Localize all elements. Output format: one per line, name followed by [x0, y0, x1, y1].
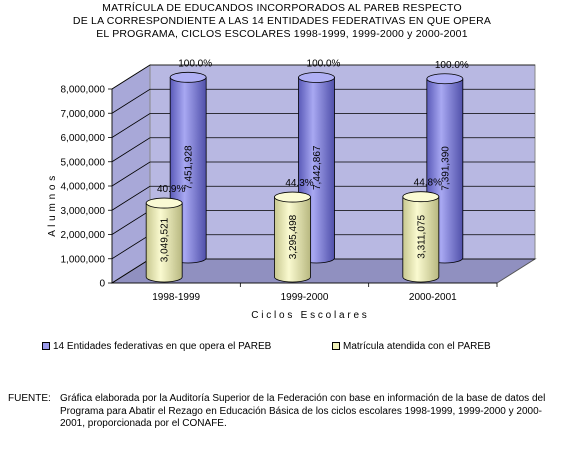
- bar-percent-label: 44.3%: [285, 178, 313, 189]
- y-tick-label: 6,000,000: [61, 133, 106, 144]
- x-axis-ticks: 1998-1999 1999-2000 2000-2001: [152, 283, 498, 303]
- y-tick-label: 8,000,000: [61, 85, 106, 96]
- gridline: [111, 64, 535, 90]
- bar-top: [145, 197, 183, 209]
- bar-value-label: 7,442,867: [312, 145, 323, 190]
- gridline: [111, 137, 535, 163]
- bar-value-label: 3,311,075: [416, 215, 427, 259]
- bar-top: [298, 72, 335, 83]
- legend-label-series-1: 14 Entidades federativas en que opera el…: [53, 341, 272, 352]
- bar-value-label: 3,049,521: [160, 217, 171, 262]
- bar-top: [426, 73, 464, 85]
- bar-body: [402, 196, 440, 283]
- bar-percent-label: 44.8%: [414, 178, 442, 189]
- gridline: [111, 113, 535, 138]
- x-tick-label: 1999-2000: [281, 292, 329, 303]
- y-tick-label: 3,000,000: [61, 206, 106, 217]
- bar-top: [274, 191, 311, 203]
- y-axis-label: A l u m n o s: [47, 175, 58, 237]
- bar: [145, 197, 183, 283]
- y-tick-label: 7,000,000: [61, 109, 106, 120]
- bar-percent-label: 100.0%: [307, 59, 341, 70]
- bar-body: [145, 202, 183, 283]
- gridline: [111, 88, 535, 114]
- legend-item-series-1: 14 Entidades federativas en que opera el…: [42, 341, 271, 352]
- bar-top: [169, 71, 207, 83]
- source-label: FUENTE:: [8, 393, 51, 404]
- bar-percent-label: 100.0%: [178, 58, 212, 69]
- x-tick-label: 2000-2001: [409, 292, 457, 303]
- chart-title-line-2: DE LA CORRESPONDIENTE A LAS 14 ENTIDADES…: [72, 15, 492, 27]
- y-tick-label: 0: [99, 279, 105, 290]
- legend-item-series-2: Matrícula atendida con el PAREB: [332, 341, 491, 352]
- legend-swatch-series-1: [42, 342, 50, 351]
- y-tick-label: 4,000,000: [61, 182, 106, 193]
- chart-title-line-3: EL PROGRAMA, CICLOS ESCOLARES 1998-1999,…: [96, 28, 468, 40]
- legend-swatch-series-2: [332, 342, 340, 351]
- y-axis-ticks: 0 1,000,000 2,000,000 3,000,000 4,000,000 5,0…: [61, 85, 497, 290]
- x-tick-label: 1998-1999: [152, 292, 200, 303]
- chart-title-line-1: MATRÍCULA DE EDUCANDOS INCORPORADOS AL P…: [102, 2, 462, 14]
- data-labels: 7,451,928 100.0% 3,049,521 40.9% 7,442,867 10…: [157, 58, 469, 262]
- bar-percent-label: 40.9%: [157, 184, 185, 195]
- bar-percent-label: 100.0%: [435, 60, 469, 71]
- chart-title: MATRÍCULA DE EDUCANDOS INCORPORADOS AL P…: [0, 2, 564, 41]
- bar-body: [274, 196, 311, 283]
- bar-value-label: 3,295,498: [288, 214, 299, 259]
- gridline: [111, 161, 535, 187]
- gridline: [111, 185, 535, 211]
- bars: [145, 71, 464, 283]
- bar: [274, 191, 311, 283]
- bar-top: [402, 191, 440, 203]
- bar-value-label: 7,451,928: [184, 145, 195, 190]
- y-tick-label: 5,000,000: [61, 157, 106, 168]
- bar: [402, 191, 440, 283]
- bar-chart: 0 1,000,000 2,000,000 3,000,000 4,000,000 5,0…: [47, 58, 537, 321]
- x-axis-label: C i c l o s E s c o l a r e s: [251, 310, 367, 321]
- bar-value-label: 7,391,390: [440, 146, 451, 191]
- y-tick-label: 2,000,000: [61, 230, 106, 241]
- source-text: Gráfica elaborada por la Auditoría Super…: [60, 393, 546, 429]
- legend-label-series-2: Matrícula atendida con el PAREB: [343, 341, 491, 352]
- y-tick-label: 1,000,000: [61, 254, 106, 265]
